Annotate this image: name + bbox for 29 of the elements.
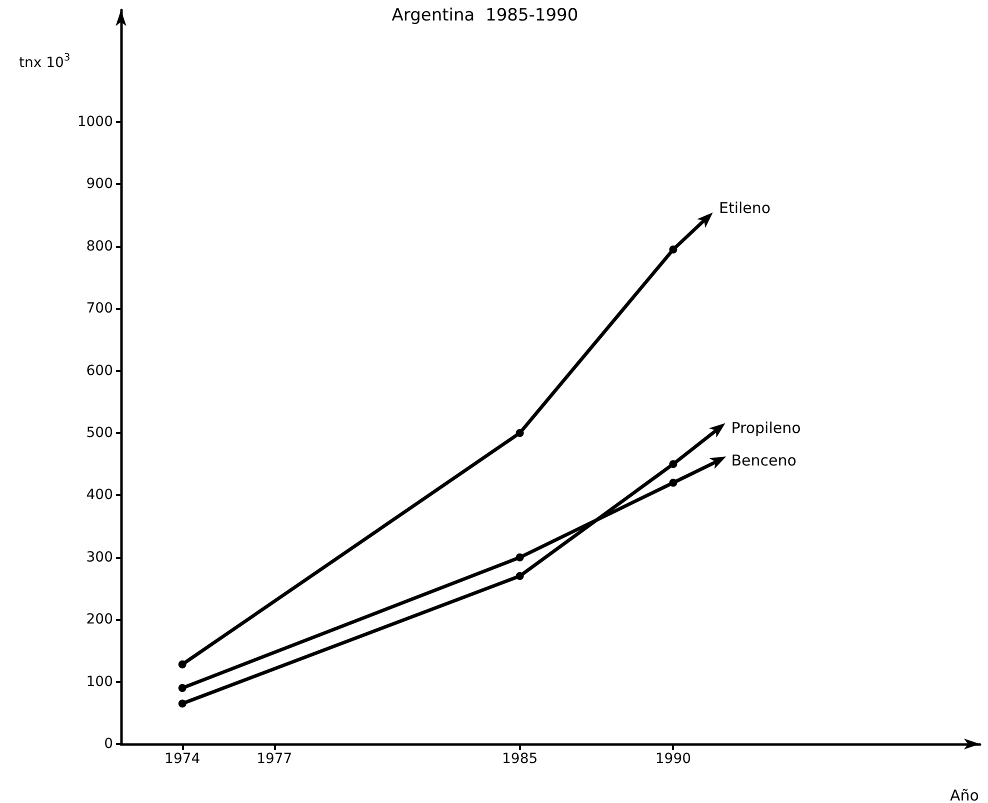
point	[178, 700, 186, 708]
point	[516, 553, 524, 562]
y-tick-label: 1000	[77, 114, 113, 130]
chart-title: Argentina 1985-1990	[392, 6, 578, 26]
x-tick-label: 1990	[655, 751, 692, 767]
point	[178, 660, 186, 668]
y-tick-label: 200	[86, 612, 113, 628]
point	[669, 245, 678, 254]
y-tick-label: 600	[86, 362, 113, 379]
series-label: Etileno	[718, 198, 771, 217]
y-tick-label: 700	[86, 300, 113, 317]
x-tick-label: 1974	[164, 751, 200, 767]
y-tick-label: 500	[86, 424, 113, 441]
point	[669, 478, 678, 487]
y-tick-label: 900	[86, 176, 113, 192]
y-tick-label: 0	[104, 736, 113, 752]
y-tick-label: 100	[86, 674, 113, 690]
y-tick-label: 400	[86, 487, 113, 504]
point	[516, 572, 524, 580]
x-axis-title: Año	[950, 786, 979, 803]
x-tick-label: 1985	[502, 751, 538, 767]
series-label: Propileno	[731, 419, 801, 438]
point	[516, 428, 524, 437]
x-tick-label: 1977	[256, 751, 292, 767]
point	[178, 684, 186, 692]
point	[669, 460, 678, 468]
y-tick-label: 300	[86, 549, 113, 566]
y-tick-label: 800	[86, 238, 113, 254]
series-label: Benceno	[731, 451, 796, 470]
